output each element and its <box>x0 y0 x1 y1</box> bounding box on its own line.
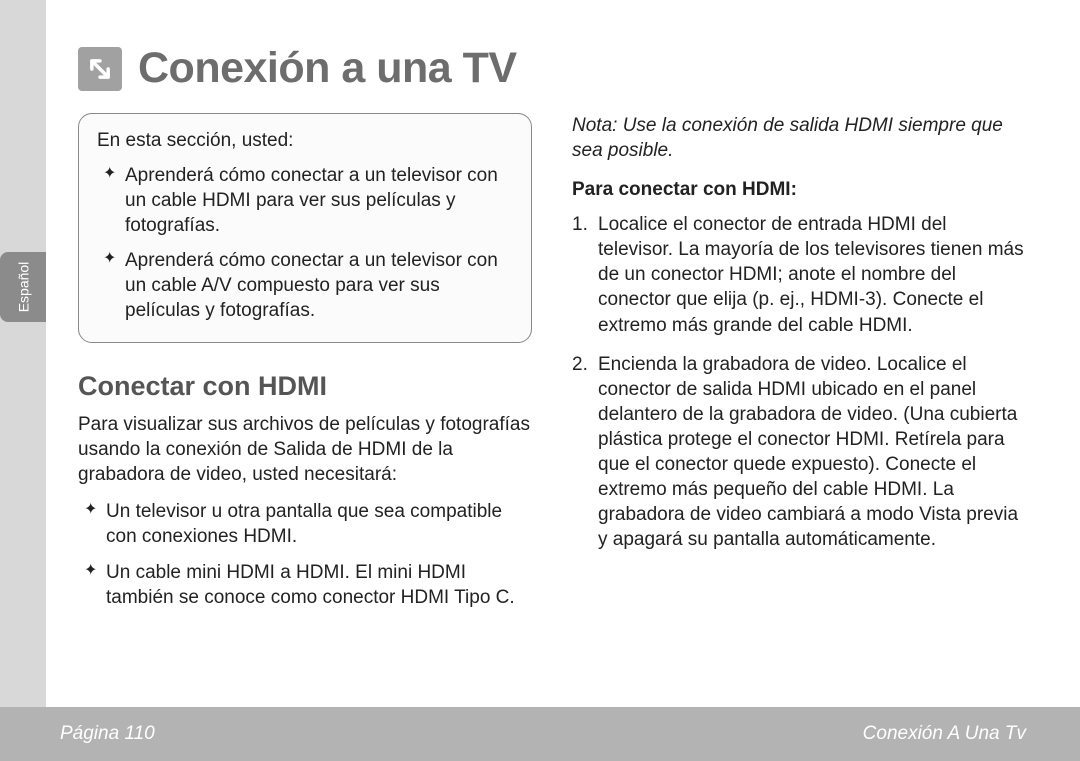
language-tab-label: Español <box>15 262 31 313</box>
footer-section-name: Conexión A Una Tv <box>863 723 1026 745</box>
section-arrow-icon <box>78 47 122 91</box>
box-list: Aprenderá cómo conectar a un televisor c… <box>97 163 513 323</box>
content-columns: En esta sección, usted: Aprenderá cómo c… <box>78 113 1026 610</box>
list-item: Un televisor u otra pantalla que sea com… <box>78 499 532 549</box>
list-item: Un cable mini HDMI a HDMI. El mini HDMI … <box>78 560 532 610</box>
note-text: Nota: Use la conexión de salida HDMI sie… <box>572 113 1026 163</box>
section-summary-box: En esta sección, usted: Aprenderá cómo c… <box>78 113 532 343</box>
section-heading: Conectar con HDMI <box>78 369 532 405</box>
list-item: Aprenderá cómo conectar a un televisor c… <box>97 248 513 323</box>
language-tab: Español <box>0 252 46 322</box>
steps-list: Localice el conector de entrada HDMI del… <box>572 212 1026 552</box>
left-column: En esta sección, usted: Aprenderá cómo c… <box>78 113 532 610</box>
page-footer: Página 110 Conexión A Una Tv <box>0 707 1080 761</box>
footer-page-number: Página 110 <box>60 723 155 745</box>
list-item: Aprenderá cómo conectar a un televisor c… <box>97 163 513 238</box>
requirement-list: Un televisor u otra pantalla que sea com… <box>78 499 532 609</box>
list-item: Localice el conector de entrada HDMI del… <box>572 212 1026 337</box>
title-row: Conexión a una TV <box>78 44 1026 93</box>
section-paragraph: Para visualizar sus archivos de película… <box>78 412 532 487</box>
box-intro: En esta sección, usted: <box>97 128 513 153</box>
sub-heading: Para conectar con HDMI: <box>572 177 1026 202</box>
page-title: Conexión a una TV <box>138 44 517 93</box>
right-column: Nota: Use la conexión de salida HDMI sie… <box>572 113 1026 610</box>
page-body: Conexión a una TV En esta sección, usted… <box>46 0 1080 707</box>
list-item: Encienda la grabadora de video. Localice… <box>572 352 1026 553</box>
